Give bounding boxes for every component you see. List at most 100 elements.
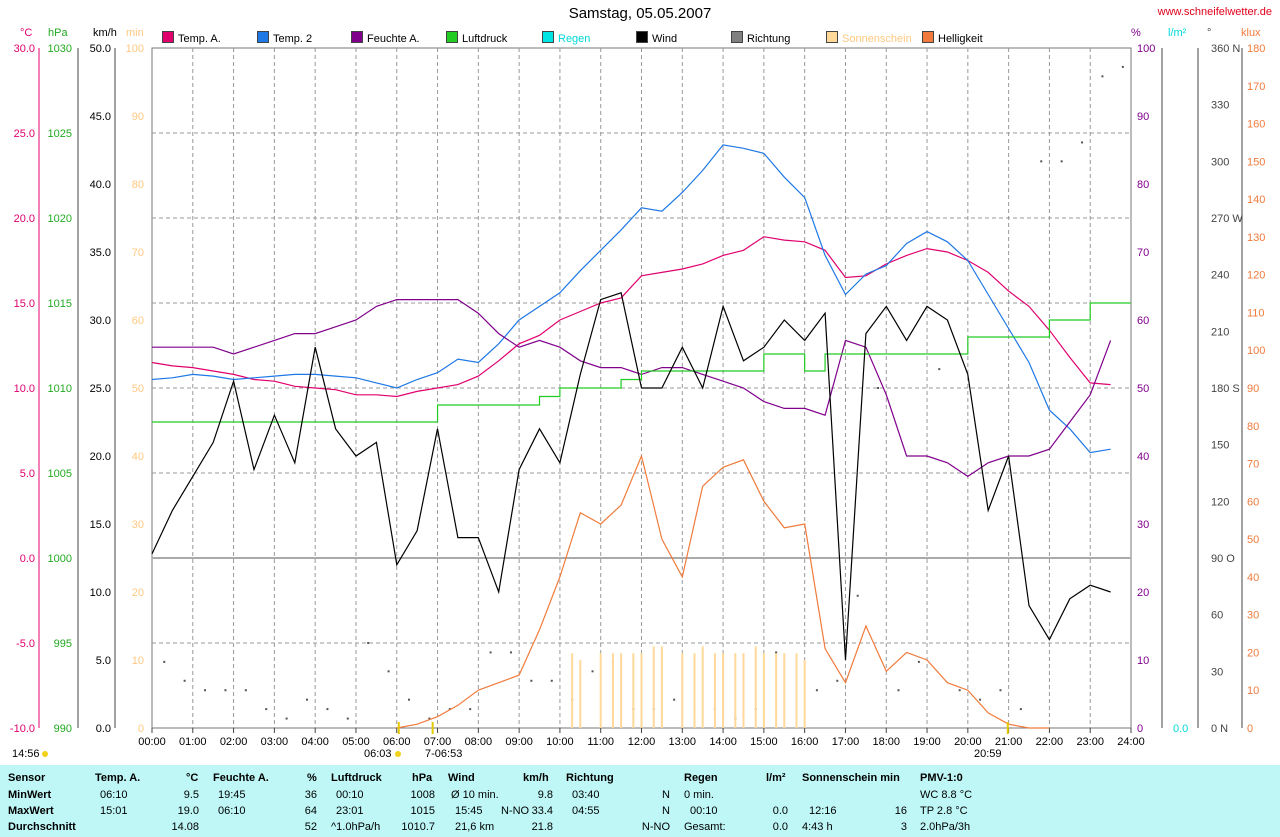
temp-2-line <box>151 144 1111 454</box>
x-tick-label: 10:00 <box>546 736 574 748</box>
humidity-tick-label: 90 <box>1137 111 1149 123</box>
klux-tick-label: 170 <box>1247 81 1265 93</box>
legend-swatch <box>542 31 554 43</box>
x-tick-label: 13:00 <box>669 736 697 748</box>
legend-item-wind: Wind <box>636 31 677 45</box>
legend-item-temp-a: Temp. A. <box>162 31 221 45</box>
luftdruck-line <box>152 302 1131 423</box>
richtung-point <box>591 670 594 673</box>
direction-tick-label: 360 N <box>1211 43 1240 55</box>
direction-tick-label: 90 O <box>1211 553 1235 565</box>
richtung-point <box>244 689 247 692</box>
legend-swatch <box>351 31 363 43</box>
feuchte-a-line <box>152 299 1112 478</box>
richtung-point <box>367 642 370 644</box>
humidity-tick-label: 0 <box>1137 723 1143 735</box>
klux-tick-label: 80 <box>1247 421 1259 433</box>
wind-tick-label: 50.0 <box>90 43 111 55</box>
legend-label: Temp. 2 <box>273 33 313 45</box>
stats-hum-unit: % <box>307 772 317 784</box>
wind-tick-label: 10.0 <box>90 587 111 599</box>
stats-rain-unit: l/m² <box>766 772 786 784</box>
hpa-tick-label: 1025 <box>48 128 72 140</box>
direction-tick-label: 240 <box>1211 270 1229 282</box>
x-tick-label: 23:00 <box>1076 736 1104 748</box>
stats-wind-unit: km/h <box>523 772 549 784</box>
x-tick-label: 18:00 <box>872 736 900 748</box>
min-tick-label: 10 <box>132 655 144 667</box>
min-tick-label: 100 <box>126 43 144 55</box>
stats-wind-max-dir: N-NO <box>501 805 530 817</box>
left-axis-unit: km/h <box>93 27 117 39</box>
legend-swatch <box>446 31 458 43</box>
legend-swatch <box>731 31 743 43</box>
x-tick-label: 20:00 <box>954 736 982 748</box>
right-axis-unit: ° <box>1207 27 1211 39</box>
site-url[interactable]: www.schneifelwetter.de <box>1157 6 1272 18</box>
stats-wind-min: 9.8 <box>537 789 553 801</box>
min-tick-label: 60 <box>132 315 144 327</box>
x-tick-label: 05:00 <box>342 736 370 748</box>
richtung-point <box>1060 160 1063 163</box>
direction-tick-label: 0 N <box>1211 723 1228 735</box>
richtung-point <box>673 698 676 701</box>
klux-tick-label: 120 <box>1247 270 1265 282</box>
humidity-tick-label: 60 <box>1137 315 1149 327</box>
helligkeit-line <box>396 454 1050 729</box>
richtung-point <box>550 679 553 682</box>
stats-panel: Sensor MinWert MaxWert Durchschnitt Temp… <box>0 765 1280 837</box>
richtung-point <box>428 717 431 720</box>
richtung-point <box>530 679 533 682</box>
x-tick-label: 08:00 <box>465 736 493 748</box>
x-tick-label: 21:00 <box>995 736 1023 748</box>
richtung-point <box>856 594 859 597</box>
direction-tick-label: 210 <box>1211 326 1229 338</box>
x-tick-label: 04:00 <box>301 736 329 748</box>
stats-hum-max: 64 <box>304 805 317 817</box>
sunset-label: 20:59 <box>974 748 1002 760</box>
humidity-tick-label: 30 <box>1137 519 1149 531</box>
stats-pmv-wc: WC 8.8 °C <box>920 789 973 801</box>
klux-tick-label: 110 <box>1247 307 1265 319</box>
min-tick-label: 50 <box>132 383 144 395</box>
richtung-point <box>775 651 778 654</box>
richtung-point <box>979 698 982 701</box>
hpa-tick-label: 1005 <box>48 468 72 480</box>
min-tick-label: 40 <box>132 451 144 463</box>
stats-sun-max: 16 <box>894 805 907 817</box>
x-tick-label: 19:00 <box>913 736 941 748</box>
stats-sun-avg: 3 <box>900 821 907 833</box>
legend-item-temp-2: Temp. 2 <box>257 31 312 45</box>
stats-dir-max-time: 04:55 <box>572 805 600 817</box>
stats-press-avg: 1010.7 <box>401 821 435 833</box>
richtung-point <box>204 689 207 692</box>
x-tick-label: 06:00 <box>383 736 411 748</box>
richtung-point <box>917 660 920 663</box>
min-tick-label: 20 <box>132 587 144 599</box>
direction-tick-label: 330 <box>1211 100 1229 112</box>
temp-tick-label: 25.0 <box>14 128 35 140</box>
right-axis-unit: l/m² <box>1168 27 1187 39</box>
richtung-point <box>815 689 818 692</box>
stats-wind-avg: 21.8 <box>531 821 553 833</box>
direction-tick-label: 300 <box>1211 156 1229 168</box>
richtung-point <box>1121 65 1124 68</box>
humidity-tick-label: 50 <box>1137 383 1149 395</box>
stats-rain-max-time: 00:10 <box>690 805 718 817</box>
chart-title: Samstag, 05.05.2007 <box>568 5 712 22</box>
wind-tick-label: 30.0 <box>90 315 111 327</box>
stats-temp-avg: 14.08 <box>171 821 199 833</box>
legend-item-regen: Regen <box>542 31 590 45</box>
stats-wind-min-label: Ø 10 min. <box>451 789 499 801</box>
richtung-point <box>306 698 309 701</box>
stats-dir-min: N <box>662 789 670 801</box>
legend-item-richtung: Richtung <box>731 31 790 45</box>
wind-tick-label: 15.0 <box>90 519 111 531</box>
klux-tick-label: 30 <box>1247 610 1259 622</box>
klux-tick-label: 60 <box>1247 496 1259 508</box>
richtung-point <box>265 708 268 711</box>
richtung-point <box>836 679 839 682</box>
x-tick-label: 24:00 <box>1117 736 1145 748</box>
min-tick-label: 0 <box>138 723 144 735</box>
sunrise-label: 06:03 <box>364 748 392 760</box>
